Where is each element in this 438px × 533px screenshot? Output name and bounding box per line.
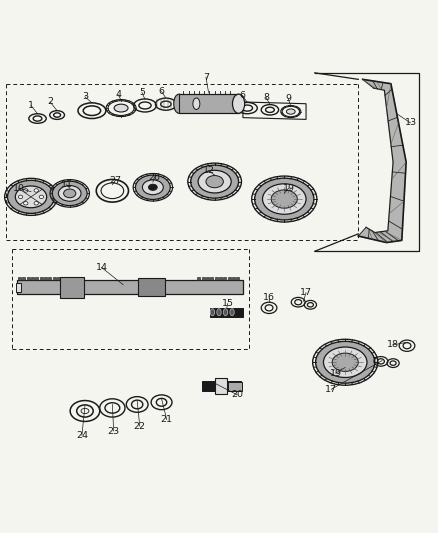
FancyBboxPatch shape [201, 381, 241, 391]
Ellipse shape [271, 190, 297, 208]
FancyBboxPatch shape [223, 277, 226, 280]
FancyBboxPatch shape [197, 277, 200, 280]
FancyBboxPatch shape [210, 277, 213, 280]
Ellipse shape [142, 180, 163, 195]
Ellipse shape [206, 175, 223, 188]
FancyBboxPatch shape [201, 277, 205, 280]
Text: 6: 6 [240, 91, 246, 100]
FancyBboxPatch shape [27, 277, 30, 280]
FancyBboxPatch shape [228, 277, 231, 280]
FancyBboxPatch shape [31, 277, 34, 280]
Ellipse shape [223, 309, 228, 316]
FancyBboxPatch shape [16, 283, 21, 292]
Text: 23: 23 [108, 426, 120, 435]
FancyBboxPatch shape [228, 382, 242, 391]
Ellipse shape [210, 309, 215, 316]
Ellipse shape [230, 309, 234, 316]
FancyBboxPatch shape [18, 277, 21, 280]
Ellipse shape [24, 189, 28, 192]
Text: 1: 1 [28, 101, 34, 110]
Text: 2: 2 [47, 98, 53, 107]
Text: 9: 9 [285, 94, 291, 103]
Text: 17: 17 [300, 288, 312, 297]
Ellipse shape [34, 201, 39, 205]
FancyBboxPatch shape [232, 277, 235, 280]
Ellipse shape [332, 353, 358, 372]
Ellipse shape [52, 181, 87, 206]
FancyBboxPatch shape [40, 277, 43, 280]
Text: 14: 14 [95, 263, 107, 272]
Ellipse shape [64, 189, 76, 198]
Text: 18: 18 [387, 341, 399, 349]
Text: 24: 24 [76, 431, 88, 440]
Ellipse shape [7, 180, 54, 213]
FancyBboxPatch shape [215, 277, 218, 280]
Text: 16: 16 [263, 293, 275, 302]
Ellipse shape [191, 165, 239, 198]
Polygon shape [358, 79, 406, 243]
FancyBboxPatch shape [210, 308, 243, 317]
Ellipse shape [39, 195, 44, 199]
Text: 7: 7 [203, 72, 209, 82]
Ellipse shape [135, 175, 170, 199]
Text: 11: 11 [61, 180, 73, 189]
Text: 6: 6 [159, 87, 165, 96]
FancyBboxPatch shape [179, 94, 239, 114]
Ellipse shape [114, 104, 128, 112]
Ellipse shape [316, 341, 375, 383]
Text: 17: 17 [325, 385, 337, 394]
Ellipse shape [34, 189, 39, 192]
Ellipse shape [58, 185, 81, 201]
Text: 4: 4 [115, 90, 121, 99]
FancyBboxPatch shape [219, 277, 222, 280]
Ellipse shape [262, 184, 306, 214]
Text: 20: 20 [231, 390, 243, 399]
Ellipse shape [254, 178, 314, 220]
Ellipse shape [233, 94, 245, 114]
Text: 26: 26 [148, 173, 161, 182]
FancyBboxPatch shape [48, 277, 51, 280]
Text: 3: 3 [82, 92, 88, 101]
Text: 8: 8 [263, 93, 269, 102]
Ellipse shape [193, 98, 200, 109]
FancyBboxPatch shape [17, 280, 243, 294]
Ellipse shape [24, 201, 28, 205]
Ellipse shape [198, 171, 231, 193]
Text: 22: 22 [134, 422, 146, 431]
Text: 19: 19 [330, 369, 342, 377]
FancyBboxPatch shape [35, 277, 39, 280]
FancyBboxPatch shape [57, 277, 60, 280]
Ellipse shape [217, 309, 221, 316]
Text: 5: 5 [139, 88, 145, 97]
Ellipse shape [286, 109, 295, 114]
FancyBboxPatch shape [53, 277, 56, 280]
Ellipse shape [148, 184, 157, 190]
FancyBboxPatch shape [138, 278, 165, 296]
FancyBboxPatch shape [60, 277, 84, 298]
Ellipse shape [323, 347, 367, 377]
Text: 13: 13 [404, 118, 417, 127]
Text: 15: 15 [222, 299, 234, 308]
FancyBboxPatch shape [44, 277, 47, 280]
Ellipse shape [81, 408, 89, 414]
Ellipse shape [18, 195, 23, 199]
Ellipse shape [174, 94, 184, 114]
Text: 19: 19 [283, 184, 295, 192]
FancyBboxPatch shape [206, 277, 209, 280]
Text: 21: 21 [161, 415, 173, 424]
Text: 10: 10 [13, 184, 25, 192]
Ellipse shape [15, 186, 47, 208]
Text: 12: 12 [202, 166, 215, 175]
FancyBboxPatch shape [22, 277, 25, 280]
FancyBboxPatch shape [237, 277, 240, 280]
Text: 27: 27 [110, 176, 121, 185]
FancyBboxPatch shape [215, 378, 227, 394]
